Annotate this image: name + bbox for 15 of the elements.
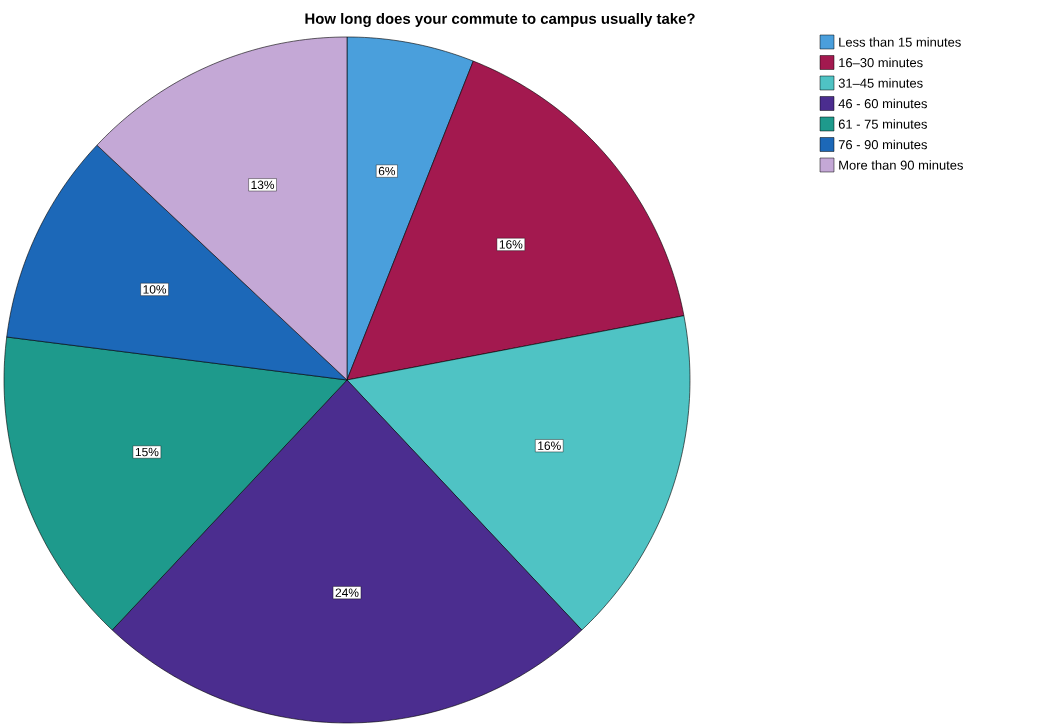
data-label: 16%: [499, 240, 523, 249]
data-label: 15%: [135, 447, 159, 457]
data-label: 16%: [538, 441, 561, 450]
legend-label: Less than 15 minutes: [839, 37, 961, 47]
legend-label: 16–30 minutes: [839, 57, 923, 68]
legend-label: More than 90 minutes: [839, 160, 963, 170]
legend-label: 31–45 minutes: [838, 78, 923, 88]
data-label: 6%: [378, 166, 396, 176]
data-label: 24%: [335, 588, 359, 597]
data-label: 13%: [251, 180, 275, 190]
data-label: 10%: [143, 285, 167, 294]
legend-label: 76 - 90 minutes: [838, 139, 927, 150]
legend-label: 46 - 60 minutes: [838, 98, 927, 109]
legend-label: 61 - 75 minutes: [838, 119, 927, 129]
chart-title: How long does your commute to campus usually take?: [305, 12, 695, 27]
